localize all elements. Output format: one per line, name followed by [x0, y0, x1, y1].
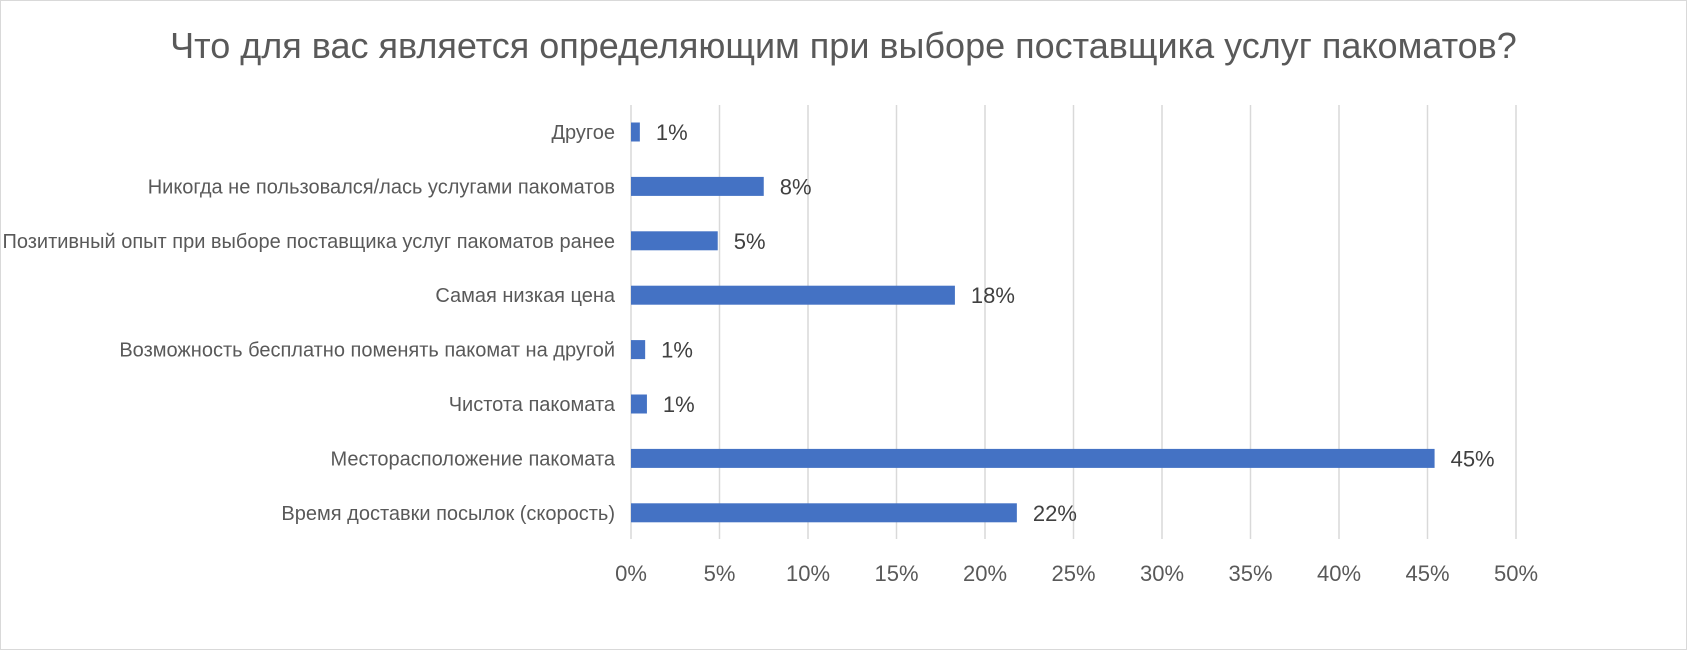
data-label: 1% [661, 338, 693, 363]
bar [631, 231, 718, 251]
bar [631, 394, 647, 414]
x-tick-labels: 0% 5% 10% 15% 20% 25% 30% 35% 40% 45% 50% [615, 561, 1538, 586]
x-tick-label: 5% [704, 561, 736, 586]
data-label: 22% [1033, 501, 1077, 526]
bar [631, 122, 640, 142]
data-labels: 1% 8% 5% 18% 1% 1% 45% 22% [656, 120, 1495, 526]
x-tick-label: 35% [1228, 561, 1272, 586]
category-label: Позитивный опыт при выборе поставщика ус… [2, 231, 615, 253]
category-labels: Другое Никогда не пользовался/лась услуга… [2, 122, 615, 525]
x-tick-label: 25% [1051, 561, 1095, 586]
bar [631, 176, 764, 196]
x-tick-label: 50% [1494, 561, 1538, 586]
data-label: 8% [780, 174, 812, 199]
category-label: Возможность бесплатно поменять пакомат н… [119, 340, 615, 362]
category-label: Никогда не пользовался/лась услугами пак… [148, 176, 615, 198]
data-label: 18% [971, 283, 1015, 308]
category-label: Месторасположение пакомата [330, 448, 615, 470]
x-tick-label: 10% [786, 561, 830, 586]
category-label: Самая низкая цена [435, 285, 616, 307]
gridlines [630, 105, 1517, 539]
data-label: 5% [734, 229, 766, 254]
category-label: Время доставки посылок (скорость) [281, 503, 615, 525]
category-label: Другое [551, 122, 615, 144]
data-label: 1% [656, 120, 688, 145]
x-tick-label: 30% [1140, 561, 1184, 586]
x-tick-label: 15% [874, 561, 918, 586]
x-tick-label: 40% [1317, 561, 1361, 586]
data-label: 1% [663, 392, 695, 417]
bar [631, 448, 1435, 468]
bar [631, 503, 1017, 523]
category-label: Чистота пакомата [449, 394, 616, 416]
x-tick-label: 0% [615, 561, 647, 586]
bar [631, 285, 955, 305]
data-label: 45% [1451, 446, 1495, 471]
x-tick-label: 20% [963, 561, 1007, 586]
x-tick-label: 45% [1405, 561, 1449, 586]
bar [631, 340, 646, 360]
chart-title: Что для вас является определяющим при вы… [170, 25, 1517, 66]
bars [631, 122, 1435, 523]
